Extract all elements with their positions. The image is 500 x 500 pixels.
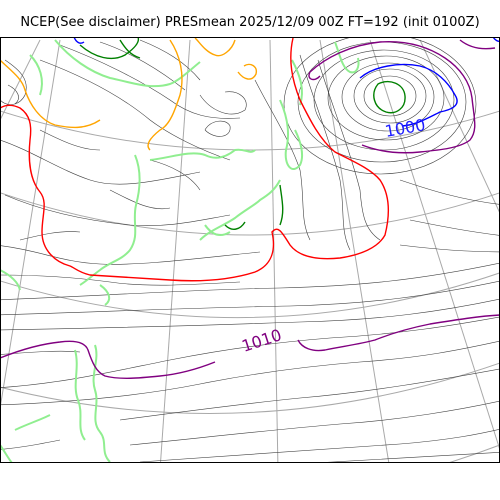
isobar (129, 400, 500, 446)
isobar (149, 159, 201, 191)
contour-purple (459, 39, 496, 50)
isobar (353, 68, 427, 124)
isobar (0, 262, 500, 301)
contour-orange (194, 37, 236, 57)
isobar (409, 219, 500, 236)
latitude-line (446, 444, 500, 463)
contour-purple (309, 40, 476, 154)
coastline (14, 414, 51, 431)
contour-orange (237, 63, 258, 80)
coastline (0, 444, 13, 463)
isobar (119, 368, 500, 421)
isobar (0, 316, 500, 388)
contours-red (0, 37, 389, 282)
latitude-line (0, 110, 500, 151)
longitude-line (269, 39, 279, 463)
contour-purple (308, 71, 321, 81)
contour-1010 (297, 314, 500, 352)
contour-green (279, 184, 284, 226)
isobar (399, 179, 500, 205)
longitude-line (419, 39, 500, 215)
isobar (299, 54, 351, 251)
coastlines (0, 39, 360, 463)
longitude-line (369, 39, 500, 451)
coastline (79, 154, 141, 286)
isobar (139, 428, 500, 463)
coastline (29, 54, 43, 96)
coastline (204, 224, 231, 237)
map-title: NCEP(See disclaimer) PRESmean 2025/12/09… (20, 15, 480, 30)
isobars (0, 37, 500, 463)
contour-orange (147, 39, 183, 151)
latitude-line (0, 272, 500, 319)
isobar (399, 244, 500, 253)
isobar (139, 39, 201, 81)
contour-label-1010: 1010 (239, 325, 284, 356)
isobar (39, 129, 101, 151)
isobar (19, 231, 81, 241)
coastline (92, 344, 111, 463)
contours-orange (0, 37, 258, 151)
coastline (149, 148, 256, 161)
isobar (0, 59, 27, 105)
isobar (254, 79, 311, 241)
contour-1000 (359, 63, 458, 127)
isobar (59, 44, 241, 119)
contour-green (224, 221, 246, 230)
graticule (0, 39, 500, 463)
contour-orange (0, 59, 101, 129)
contour-green (79, 37, 140, 60)
isobar (313, 49, 455, 151)
latitude-line (0, 362, 500, 414)
contour-label-1000: 1000 (383, 115, 426, 141)
isobar (0, 139, 201, 185)
isobar (0, 340, 500, 406)
isobar (0, 439, 61, 450)
isobar (341, 62, 435, 132)
isobar (0, 298, 500, 331)
isobar (0, 245, 261, 265)
isobar (317, 59, 381, 241)
isobar (4, 194, 231, 226)
isobar (7, 84, 19, 105)
contours-purple (0, 39, 500, 379)
isobar (283, 37, 477, 175)
isobar (327, 55, 445, 141)
isobar (199, 91, 247, 115)
isobar (99, 41, 186, 91)
contours-green (79, 37, 406, 230)
coastline (74, 349, 86, 441)
coastline (0, 269, 21, 291)
contours-blue (73, 37, 500, 127)
coastline (199, 179, 281, 241)
map-frame (0, 37, 500, 463)
isobar (109, 189, 171, 210)
isobar (0, 350, 81, 355)
contour-red (0, 37, 389, 282)
contour-blue (73, 37, 85, 44)
contour-green (119, 39, 141, 59)
coastline (54, 39, 201, 88)
low-center-contour (373, 80, 406, 114)
longitude-line (0, 39, 41, 122)
coastline (99, 284, 111, 306)
isobar (0, 274, 241, 286)
longitude-line (159, 39, 191, 463)
latitude-line (0, 192, 500, 236)
isobar (39, 59, 231, 161)
isobar (204, 120, 231, 137)
isobar (0, 280, 500, 316)
coastline (291, 59, 303, 106)
isobar (306, 452, 500, 463)
longitude-line (0, 39, 61, 412)
contour-1010 (0, 340, 216, 379)
coastline (279, 99, 304, 170)
isobar (363, 75, 417, 117)
